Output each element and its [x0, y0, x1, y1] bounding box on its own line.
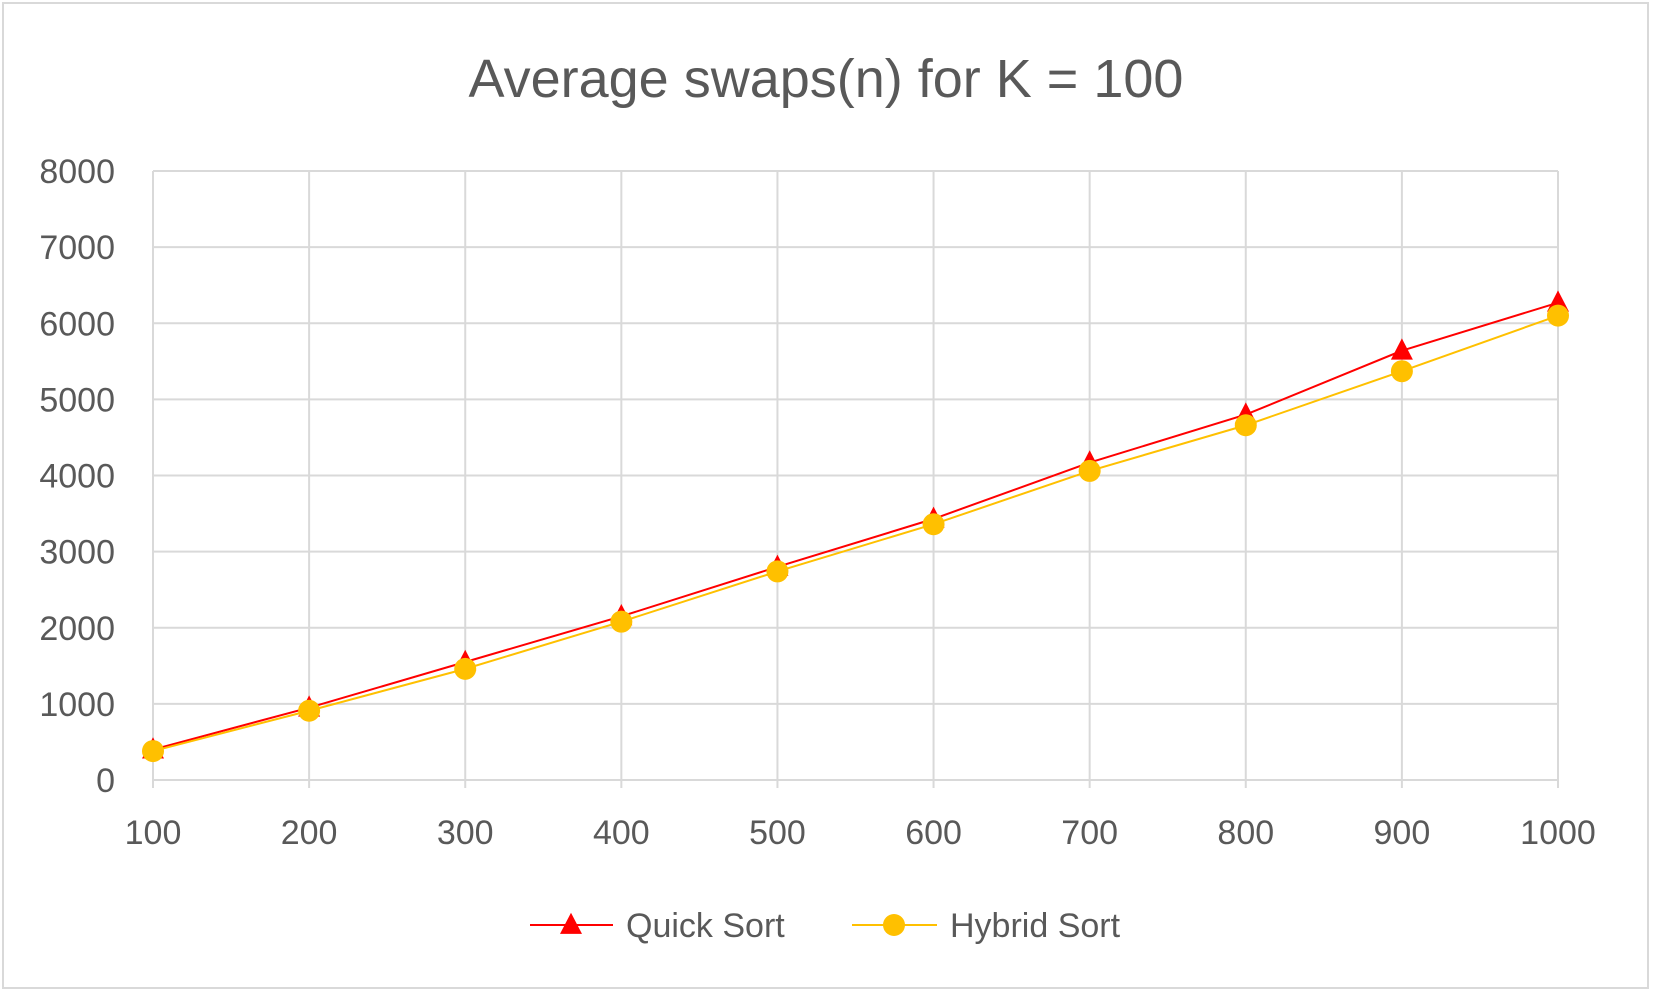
y-tick-label: 1000 — [39, 686, 115, 724]
chart-title: Average swaps(n) for K = 100 — [469, 49, 1184, 109]
gridlines — [153, 170, 1559, 780]
x-tick-label: 100 — [125, 814, 182, 852]
data-point-circle — [610, 610, 633, 633]
y-tick-label: 7000 — [39, 229, 115, 267]
x-tick-label: 500 — [749, 814, 806, 852]
series-hybrid-sort — [142, 304, 1569, 763]
y-tick-label: 3000 — [39, 534, 115, 572]
data-point-circle — [766, 560, 789, 583]
y-tick-label: 2000 — [39, 610, 115, 648]
data-point-triangle — [1390, 338, 1413, 360]
legend-label: Hybrid Sort — [950, 907, 1121, 945]
data-point-circle — [298, 699, 321, 722]
y-axis-ticks: 0 1000 2000 3000 4000 5000 6000 7000 8000 — [39, 153, 115, 800]
y-tick-label: 5000 — [39, 381, 115, 419]
legend-item: Quick Sort — [530, 907, 785, 945]
data-point-circle — [1078, 459, 1101, 482]
data-point-circle — [142, 740, 164, 763]
data-point-circle — [1390, 360, 1413, 383]
data-point-circle — [922, 513, 945, 536]
data-point-circle — [454, 657, 477, 680]
legend-label: Quick Sort — [626, 907, 785, 945]
y-tick-label: 4000 — [39, 458, 115, 496]
legend-marker-circle — [883, 914, 905, 936]
series-group — [142, 290, 1569, 763]
x-tick-label: 400 — [593, 814, 650, 852]
y-tick-label: 0 — [96, 762, 115, 800]
x-tick-label: 900 — [1374, 814, 1431, 852]
legend-marker-triangle — [560, 912, 582, 934]
series-line — [152, 301, 1559, 751]
axes — [152, 171, 1559, 788]
data-point-circle — [1234, 414, 1257, 437]
data-point-circle — [1547, 304, 1569, 327]
series-quick-sort — [142, 290, 1569, 759]
x-tick-label: 1000 — [1520, 814, 1596, 852]
x-tick-label: 800 — [1217, 814, 1274, 852]
x-tick-label: 300 — [437, 814, 494, 852]
y-tick-label: 8000 — [39, 153, 115, 191]
x-tick-label: 700 — [1061, 814, 1118, 852]
legend: Quick Sort Hybrid Sort — [530, 907, 1121, 945]
y-tick-label: 6000 — [39, 305, 115, 343]
x-tick-label: 200 — [281, 814, 338, 852]
series-line — [152, 314, 1559, 753]
legend-item: Hybrid Sort — [852, 907, 1121, 945]
x-tick-label: 600 — [905, 814, 962, 852]
x-axis-ticks: 100 200 300 400 500 600 700 800 900 1000 — [125, 814, 1596, 852]
